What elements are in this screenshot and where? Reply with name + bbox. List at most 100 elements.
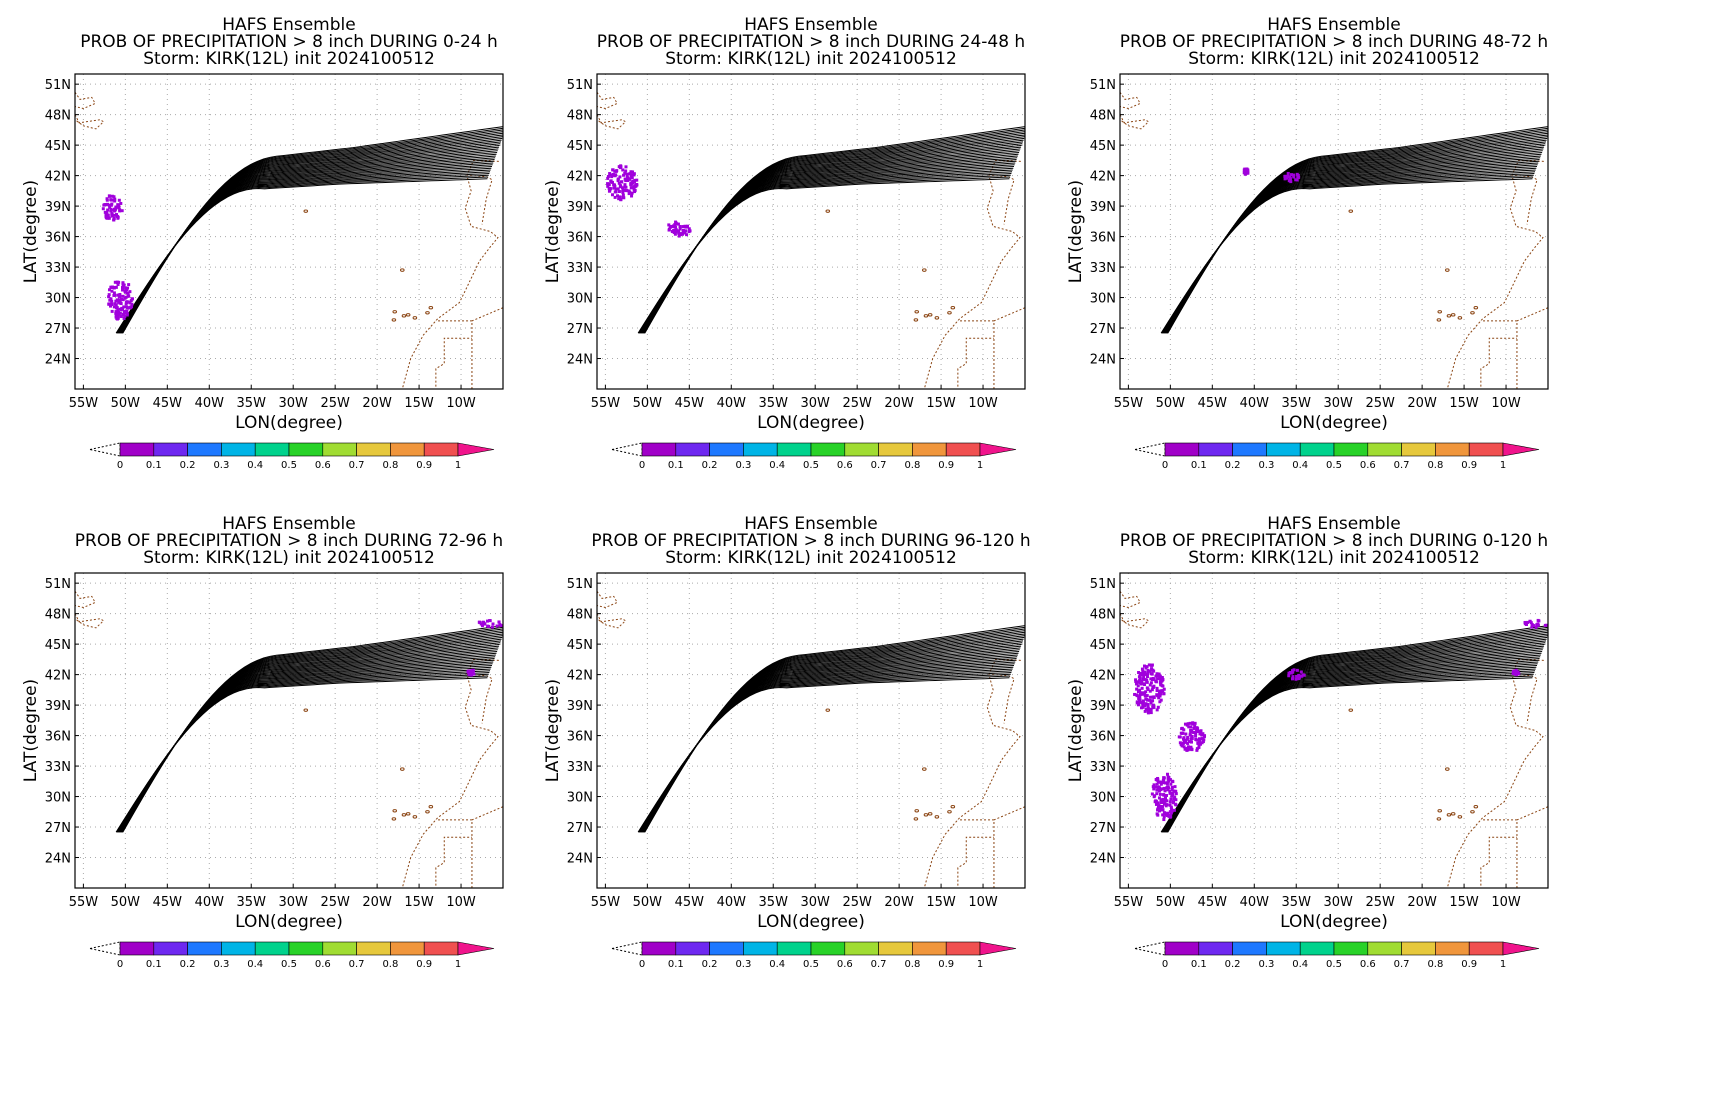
precip-point — [1296, 175, 1300, 179]
coastline — [75, 613, 105, 629]
ensemble-track — [637, 178, 1010, 334]
precip-point — [1189, 725, 1193, 729]
precip-point — [1198, 732, 1202, 736]
chart-subtitle: PROB OF PRECIPITATION > 8 inch DURING 24… — [597, 32, 1025, 52]
colorbar-label: 1 — [977, 959, 983, 970]
y-tick-label: 24N — [1090, 852, 1116, 867]
plot-area — [75, 74, 503, 389]
precip-point — [629, 170, 633, 174]
precip-point — [623, 183, 627, 187]
precip-point — [618, 184, 622, 188]
y-tick-label: 51N — [567, 577, 593, 592]
precip-point — [1158, 689, 1162, 693]
ensemble-track — [639, 162, 1016, 334]
precip-point — [106, 213, 110, 217]
plot-area — [597, 74, 1025, 389]
precip-point — [112, 218, 116, 222]
precip-point — [1134, 680, 1138, 684]
y-tick-label: 30N — [1090, 292, 1116, 307]
colorbar-label: 0.5 — [1326, 460, 1342, 471]
precip-point — [1194, 737, 1198, 741]
plot-area — [597, 573, 1025, 888]
colorbar-label: 0.7 — [349, 959, 365, 970]
precip-point — [1172, 808, 1176, 812]
island — [923, 314, 929, 318]
x-tick-label: 25W — [1365, 396, 1395, 411]
plot-frame — [596, 572, 1026, 889]
colorbar-segment — [1299, 941, 1335, 956]
chart-title: HAFS Ensemble — [1267, 514, 1400, 534]
precip-point — [629, 181, 633, 185]
ensemble-track — [117, 666, 492, 833]
precip-point — [114, 310, 118, 314]
colorbar-under-arrow — [611, 442, 643, 457]
y-axis-label: LAT(degree) — [21, 180, 41, 283]
precip-point — [127, 294, 131, 298]
precip-point — [110, 302, 114, 306]
precip-point — [1291, 670, 1295, 674]
precip-point — [1158, 677, 1162, 681]
precip-point — [618, 195, 622, 199]
island — [927, 812, 933, 816]
precip-area — [107, 280, 134, 321]
precip-point — [1162, 778, 1166, 782]
precip-point — [1289, 180, 1293, 184]
y-tick-label: 45N — [1090, 139, 1116, 154]
precip-point — [114, 205, 118, 209]
precip-point — [477, 620, 481, 624]
precip-point — [622, 173, 626, 177]
island — [921, 767, 927, 771]
precip-point — [107, 293, 111, 297]
precip-point — [1166, 785, 1170, 789]
border-line — [924, 836, 994, 888]
precip-point — [1171, 791, 1175, 795]
colorbar-segment — [743, 442, 778, 457]
ensemble-track — [637, 677, 1010, 833]
x-tick-label: 55W — [1114, 396, 1144, 411]
colorbar-under-arrow — [1134, 442, 1166, 457]
precip-point — [1190, 729, 1194, 733]
colorbar-label: 0.2 — [702, 460, 718, 471]
island — [401, 813, 407, 817]
precip-point — [107, 302, 111, 306]
precip-point — [680, 232, 684, 236]
y-tick-label: 30N — [567, 292, 593, 307]
precip-point — [619, 198, 623, 202]
precip-point — [681, 225, 685, 229]
precip-point — [1147, 663, 1151, 667]
chart-subtitle: PROB OF PRECIPITATION > 8 inch DURING 96… — [591, 531, 1030, 551]
island — [405, 812, 411, 816]
precip-point — [1514, 672, 1518, 676]
precip-point — [614, 187, 618, 191]
precip-point — [106, 208, 110, 212]
colorbar-label: 0.4 — [769, 959, 785, 970]
island — [412, 316, 418, 320]
x-tick-label: 35W — [1282, 895, 1312, 910]
precip-point — [114, 299, 118, 303]
precip-point — [612, 186, 616, 190]
precip-point — [1195, 726, 1199, 730]
precip-point — [1174, 792, 1178, 796]
precip-point — [1528, 619, 1532, 623]
coastline — [75, 114, 105, 130]
precip-point — [1141, 703, 1145, 707]
y-tick-label: 36N — [1090, 730, 1116, 745]
precip-point — [114, 315, 118, 319]
precip-point — [1292, 173, 1296, 177]
precip-point — [1154, 802, 1158, 806]
y-tick-label: 27N — [1090, 322, 1116, 337]
y-tick-label: 45N — [45, 638, 71, 653]
ensemble-track — [116, 171, 491, 334]
precip-point — [1156, 674, 1160, 678]
precip-point — [125, 300, 129, 304]
precip-point — [616, 187, 620, 191]
precip-point — [1162, 799, 1166, 803]
precip-point — [1295, 674, 1299, 678]
precip-point — [107, 194, 111, 198]
colorbar-label: 0.6 — [837, 460, 853, 471]
precip-point — [1189, 740, 1193, 744]
precip-point — [630, 186, 634, 190]
y-tick-label: 51N — [1090, 577, 1116, 592]
precip-point — [1183, 722, 1187, 726]
ensemble-track — [1162, 164, 1538, 334]
